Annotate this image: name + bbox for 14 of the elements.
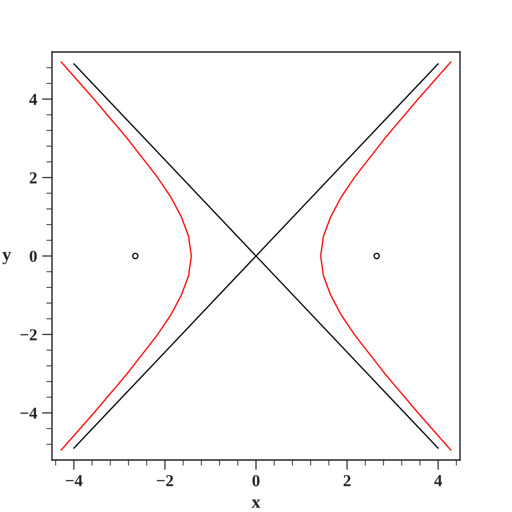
x-tick-label: −4 xyxy=(66,475,82,486)
y-tick-label: 4 xyxy=(29,94,38,105)
line-series xyxy=(320,61,452,451)
y-tick-label: 2 xyxy=(30,172,37,184)
x-tick-label: 4 xyxy=(434,475,442,486)
y-tick-label: −2 xyxy=(20,329,37,340)
x-tick-label: 2 xyxy=(344,475,351,486)
line-series xyxy=(60,61,192,451)
x-tick-label: 0 xyxy=(252,475,260,486)
y-axis-title: y xyxy=(2,252,12,264)
y-tick-label: 0 xyxy=(30,250,37,262)
y-tick-label: −4 xyxy=(20,408,38,419)
x-axis-title: x xyxy=(252,499,260,508)
x-tick-label: −2 xyxy=(156,475,174,486)
